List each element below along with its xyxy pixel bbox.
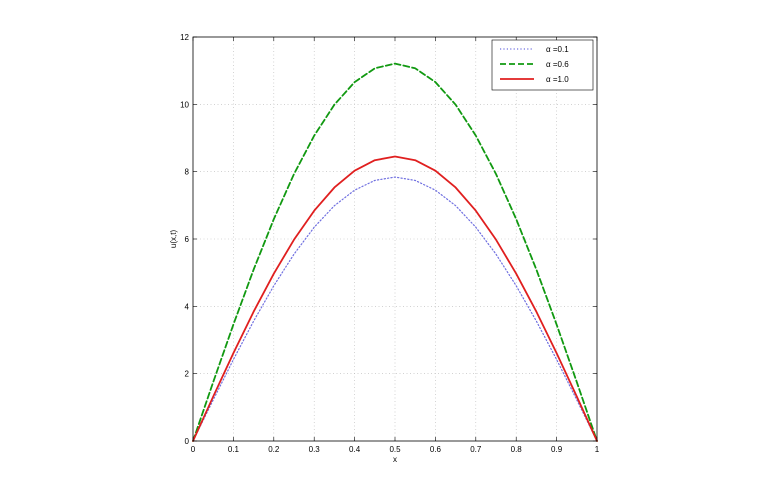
x-tick-label: 0.5 xyxy=(389,445,401,454)
y-tick-label: 4 xyxy=(185,302,190,311)
series-line-1 xyxy=(192,176,598,442)
x-tick-label: 0 xyxy=(191,445,196,454)
legend-label: α =0.6 xyxy=(546,60,569,69)
y-tick-label: 2 xyxy=(185,370,190,379)
y-tick-label: 12 xyxy=(180,33,189,42)
series-line-3 xyxy=(192,155,598,442)
y-axis-label: u(x,t) xyxy=(169,230,178,249)
plot-lines xyxy=(192,62,598,442)
legend-box xyxy=(491,39,594,91)
grid xyxy=(193,37,597,441)
series-line-2 xyxy=(192,62,598,442)
legend-label: α =1.0 xyxy=(546,75,569,84)
x-axis-label: x xyxy=(393,455,397,464)
x-tick-label: 0.8 xyxy=(511,445,523,454)
x-tick-label: 0.6 xyxy=(430,445,442,454)
x-tick-label: 0.3 xyxy=(309,445,321,454)
y-tick-label: 10 xyxy=(180,100,189,109)
y-tick-label: 6 xyxy=(185,235,190,244)
x-tick-label: 0.9 xyxy=(551,445,563,454)
x-tick-label: 0.2 xyxy=(268,445,280,454)
x-tick-label: 0.7 xyxy=(470,445,482,454)
legend: α =0.1 α =0.6 α =1.0 xyxy=(491,39,594,91)
x-tick-label: 0.4 xyxy=(349,445,361,454)
legend-label: α =0.1 xyxy=(546,45,569,54)
x-tick-label: 1 xyxy=(595,445,600,454)
x-tick-label: 0.1 xyxy=(228,445,240,454)
y-tick-label: 8 xyxy=(185,168,190,177)
y-tick-label: 0 xyxy=(185,437,190,446)
